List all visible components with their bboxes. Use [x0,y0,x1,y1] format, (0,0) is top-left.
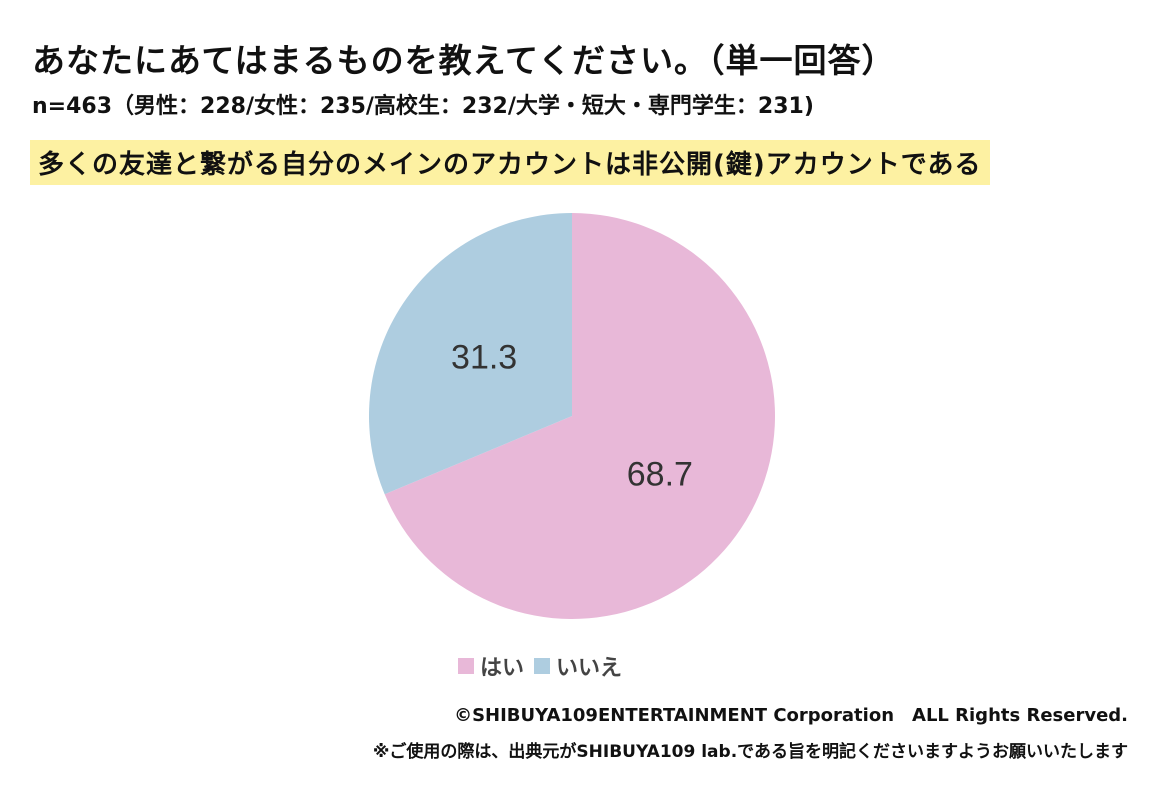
legend-item-yes: はい [458,650,524,682]
legend-swatch-yes [458,658,474,674]
legend-swatch-no [534,658,551,674]
copyright: ©SHIBUYA109ENTERTAINMENT Corporation ALL… [454,705,1128,726]
sample-size: n=463（男性：228/女性：235/高校生：232/大学・短大・専門学生：2… [32,94,814,119]
pie-slice-yes [384,213,775,620]
data-label-yes: 68.7 [627,456,693,494]
legend-item-no: いいえ [534,650,622,682]
pie-slice-no [369,213,572,495]
usage-notice: ※ご使用の際は、出典元がSHIBUYA109 lab.である旨を明記くださいます… [372,742,1128,762]
data-label-no: 31.3 [451,338,517,376]
legend-label-yes: はい [480,656,525,681]
legend: はい いいえ [458,650,622,682]
question-banner: 多くの友達と繋がる自分のメインのアカウントは非公開(鍵)アカウントである [30,140,990,185]
page-title: あなたにあてはまるものを教えてください。（単一回答） [32,41,896,80]
legend-label-no: いいえ [556,656,623,681]
